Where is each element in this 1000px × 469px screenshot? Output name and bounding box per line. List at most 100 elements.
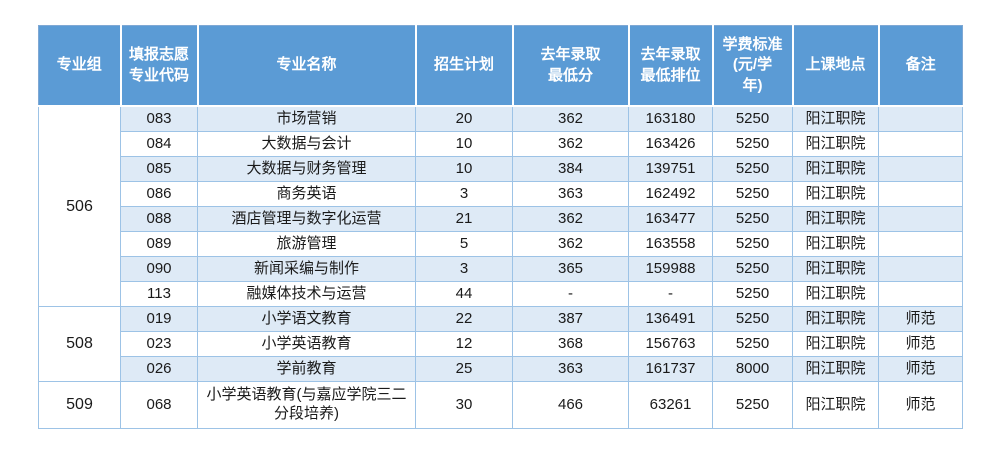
cell-min-score: 363	[512, 181, 629, 207]
cell-location: 阳江职院	[792, 206, 879, 232]
cell-tuition: 5250	[712, 131, 793, 157]
cell-remark: 师范	[878, 331, 963, 357]
cell-tuition: 5250	[712, 105, 793, 132]
column-header-remark: 备注	[877, 25, 963, 107]
cell-remark	[878, 105, 963, 132]
cell-tuition: 5250	[712, 231, 793, 257]
cell-plan: 5	[415, 231, 513, 257]
cell-remark	[878, 156, 963, 182]
cell-min-rank: 162492	[628, 181, 713, 207]
cell-tuition: 5250	[712, 156, 793, 182]
table-row: 084 大数据与会计 10 362 163426 5250 阳江职院	[39, 131, 963, 157]
cell-min-score: 362	[512, 206, 629, 232]
cell-tuition: 5250	[712, 281, 793, 307]
cell-plan: 21	[415, 206, 513, 232]
cell-location: 阳江职院	[792, 131, 879, 157]
cell-min-rank: 139751	[628, 156, 713, 182]
table-row: 089 旅游管理 5 362 163558 5250 阳江职院	[39, 231, 963, 257]
cell-remark	[878, 281, 963, 307]
cell-major-name: 小学英语教育	[197, 331, 416, 357]
cell-min-rank: 161737	[628, 356, 713, 382]
column-header-min-rank: 去年录取 最低排位	[627, 25, 714, 107]
cell-min-score: 365	[512, 256, 629, 282]
cell-min-rank: 163477	[628, 206, 713, 232]
cell-remark	[878, 206, 963, 232]
cell-location: 阳江职院	[792, 381, 879, 429]
cell-location: 阳江职院	[792, 256, 879, 282]
cell-plan: 25	[415, 356, 513, 382]
cell-major-name: 商务英语	[197, 181, 416, 207]
admissions-table: 专业组 填报志愿 专业代码 专业名称 招生计划 去年录取 最低分 去年录取 最低…	[38, 25, 963, 429]
cell-plan: 10	[415, 156, 513, 182]
cell-location: 阳江职院	[792, 281, 879, 307]
cell-remark	[878, 131, 963, 157]
cell-code: 089	[120, 231, 198, 257]
cell-code: 019	[120, 306, 198, 332]
cell-remark	[878, 181, 963, 207]
cell-min-score: 387	[512, 306, 629, 332]
column-header-major-name: 专业名称	[196, 25, 417, 107]
cell-major-name: 小学英语教育(与嘉应学院三二分段培养)	[197, 381, 416, 429]
cell-code: 090	[120, 256, 198, 282]
cell-min-score: 362	[512, 131, 629, 157]
column-header-enroll-plan: 招生计划	[414, 25, 514, 107]
cell-major-name: 市场营销	[197, 105, 416, 132]
group-cell-509: 509	[38, 381, 121, 429]
cell-min-rank: 136491	[628, 306, 713, 332]
cell-min-score: 363	[512, 356, 629, 382]
cell-min-score: -	[512, 281, 629, 307]
group-cell-508: 508	[38, 306, 121, 382]
cell-plan: 22	[415, 306, 513, 332]
cell-min-score: 362	[512, 105, 629, 132]
cell-major-name: 小学语文教育	[197, 306, 416, 332]
cell-min-score: 368	[512, 331, 629, 357]
cell-min-rank: 159988	[628, 256, 713, 282]
cell-tuition: 5250	[712, 206, 793, 232]
table-row: 085 大数据与财务管理 10 384 139751 5250 阳江职院	[39, 156, 963, 182]
cell-tuition: 5250	[712, 306, 793, 332]
cell-tuition: 8000	[712, 356, 793, 382]
column-header-major-group: 专业组	[38, 25, 122, 107]
table-row: 086 商务英语 3 363 162492 5250 阳江职院	[39, 181, 963, 207]
cell-tuition: 5250	[712, 181, 793, 207]
cell-code: 023	[120, 331, 198, 357]
cell-plan: 20	[415, 105, 513, 132]
cell-major-name: 融媒体技术与运营	[197, 281, 416, 307]
admissions-table-container: 专业组 填报志愿 专业代码 专业名称 招生计划 去年录取 最低分 去年录取 最低…	[38, 25, 963, 429]
cell-major-name: 新闻采编与制作	[197, 256, 416, 282]
cell-min-score: 362	[512, 231, 629, 257]
cell-code: 086	[120, 181, 198, 207]
header-row: 专业组 填报志愿 专业代码 专业名称 招生计划 去年录取 最低分 去年录取 最低…	[38, 25, 963, 107]
cell-location: 阳江职院	[792, 306, 879, 332]
group-cell-506: 506	[38, 105, 121, 307]
cell-location: 阳江职院	[792, 181, 879, 207]
cell-code: 068	[120, 381, 198, 429]
table-row: 023 小学英语教育 12 368 156763 5250 阳江职院 师范	[39, 331, 963, 357]
cell-min-rank: 163558	[628, 231, 713, 257]
cell-tuition: 5250	[712, 381, 793, 429]
cell-major-name: 学前教育	[197, 356, 416, 382]
cell-remark: 师范	[878, 381, 963, 429]
cell-plan: 10	[415, 131, 513, 157]
table-row: 508 019 小学语文教育 22 387 136491 5250 阳江职院 师…	[38, 306, 963, 382]
cell-code: 084	[120, 131, 198, 157]
cell-tuition: 5250	[712, 331, 793, 357]
cell-remark	[878, 256, 963, 282]
cell-location: 阳江职院	[792, 231, 879, 257]
column-header-tuition: 学费标准 (元/学 年)	[711, 25, 794, 107]
cell-min-rank: -	[628, 281, 713, 307]
cell-min-score: 384	[512, 156, 629, 182]
column-header-min-score: 去年录取 最低分	[511, 25, 630, 107]
cell-code: 083	[120, 105, 198, 132]
table-row: 506 083 市场营销 20 362 163180 5250 阳江职院	[38, 105, 963, 307]
table-row: 026 学前教育 25 363 161737 8000 阳江职院 师范	[39, 356, 963, 382]
cell-location: 阳江职院	[792, 331, 879, 357]
cell-min-rank: 156763	[628, 331, 713, 357]
column-header-location: 上课地点	[791, 25, 880, 107]
cell-major-name: 旅游管理	[197, 231, 416, 257]
cell-tuition: 5250	[712, 256, 793, 282]
cell-min-score: 466	[512, 381, 629, 429]
cell-code: 026	[120, 356, 198, 382]
table-row: 088 酒店管理与数字化运营 21 362 163477 5250 阳江职院	[39, 206, 963, 232]
cell-plan: 3	[415, 256, 513, 282]
